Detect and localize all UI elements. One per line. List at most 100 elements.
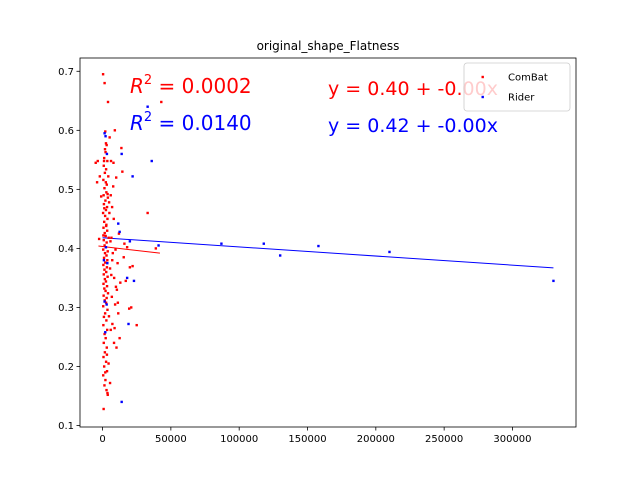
data-point: [111, 251, 114, 255]
y-tick-label: 0.2: [58, 362, 74, 373]
x-tick-label: 0: [99, 434, 105, 445]
data-point: [111, 322, 114, 326]
data-point: [115, 346, 118, 349]
data-point: [105, 303, 108, 306]
x-tick-label: 100000: [220, 434, 258, 445]
data-point: [131, 264, 134, 268]
data-point: [117, 312, 120, 315]
data-point: [101, 211, 105, 215]
data-point: [94, 161, 97, 164]
data-point: [101, 73, 105, 76]
fit-lines: [98, 237, 554, 269]
y-tick-label: 0.6: [58, 126, 74, 137]
data-point: [102, 234, 105, 237]
data-point: [278, 254, 282, 257]
data-point: [102, 273, 105, 276]
data-point: [130, 306, 133, 309]
data-point: [103, 277, 107, 281]
data-point: [120, 400, 123, 404]
data-point: [106, 159, 109, 163]
data-point: [105, 143, 108, 147]
data-point: [112, 217, 115, 221]
data-point: [103, 171, 107, 175]
data-point: [120, 152, 123, 156]
x-tick-label: 250000: [425, 434, 463, 445]
y-tick-label: 0.7: [58, 67, 74, 78]
axes: [79, 57, 577, 428]
data-point: [388, 250, 391, 254]
data-point: [107, 315, 111, 318]
data-point: [104, 289, 107, 293]
data-point: [124, 279, 127, 283]
data-point: [113, 326, 116, 330]
data-point: [105, 183, 108, 186]
data-point: [106, 192, 109, 196]
data-point: [106, 391, 109, 395]
data-point: [108, 381, 112, 385]
data-point: [125, 276, 129, 280]
data-point: [106, 275, 109, 278]
data-point: [108, 267, 112, 270]
equation-label-rider: y = 0.42 + -0.00x: [328, 115, 498, 137]
data-point: [105, 152, 109, 156]
data-point: [102, 159, 106, 163]
data-point: [102, 263, 105, 267]
data-point: [105, 229, 109, 232]
data-point: [262, 242, 265, 245]
data-point: [115, 288, 119, 291]
data-point: [104, 261, 107, 264]
data-point: [146, 211, 149, 215]
data-point: [111, 259, 114, 262]
data-point: [102, 256, 106, 260]
y-axis-ticks: 0.1 0.2 0.3 0.4 0.5 0.6 0.7: [58, 67, 80, 432]
data-point: [103, 351, 107, 354]
data-point: [110, 295, 114, 299]
data-point: [110, 205, 114, 209]
data-point: [157, 244, 160, 247]
legend-marker-combat: [481, 75, 484, 79]
data-point: [102, 178, 105, 182]
data-point: [106, 261, 109, 265]
data-point: [123, 242, 126, 245]
data-point: [104, 199, 107, 202]
data-point: [103, 231, 106, 235]
fit-line-rider: [102, 237, 554, 269]
data-point: [117, 222, 120, 225]
x-tick-label: 200000: [357, 434, 395, 445]
data-point: [109, 240, 112, 243]
data-point: [95, 181, 99, 184]
data-point: [102, 156, 106, 160]
data-point: [102, 374, 105, 377]
data-point: [106, 308, 109, 312]
data-point: [104, 181, 108, 184]
data-point: [103, 207, 106, 210]
data-point: [97, 237, 101, 241]
data-point: [114, 248, 117, 251]
data-point: [112, 185, 115, 188]
data-point: [110, 273, 113, 277]
data-point: [146, 105, 149, 108]
data-point: [106, 100, 110, 104]
data-point: [107, 175, 110, 178]
data-point: [105, 241, 108, 244]
x-axis-ticks: 0 50000 100000 150000 200000 250000 300000: [99, 427, 532, 445]
data-point: [160, 100, 163, 104]
data-point: [104, 150, 107, 154]
data-point: [105, 370, 109, 373]
data-point: [104, 331, 107, 334]
data-point: [102, 220, 106, 224]
series-rider-points: [102, 105, 555, 404]
data-point: [105, 346, 108, 349]
data-point: [102, 238, 105, 242]
data-point: [104, 135, 107, 138]
fit-line-combat: [98, 245, 160, 254]
data-point: [107, 236, 110, 239]
data-point: [108, 136, 111, 139]
data-point: [120, 146, 123, 150]
data-point: [102, 315, 106, 319]
data-point: [109, 194, 112, 197]
data-point: [105, 270, 108, 274]
y-tick-label: 0.3: [58, 303, 74, 314]
